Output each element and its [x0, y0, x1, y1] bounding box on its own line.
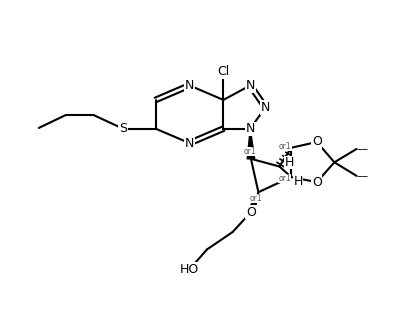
Text: N: N — [185, 79, 194, 92]
Text: or1: or1 — [279, 142, 292, 151]
Text: —: — — [357, 171, 368, 181]
Text: O: O — [312, 136, 322, 148]
Text: S: S — [119, 122, 127, 135]
Text: N: N — [246, 79, 255, 92]
Text: —: — — [357, 144, 368, 154]
Text: N: N — [261, 101, 270, 114]
Text: Cl: Cl — [217, 66, 230, 78]
Text: or1: or1 — [278, 174, 291, 184]
Text: O: O — [246, 206, 256, 218]
Polygon shape — [248, 192, 258, 214]
Text: HO: HO — [180, 263, 199, 276]
Text: or1: or1 — [249, 194, 262, 203]
Text: H: H — [294, 175, 303, 188]
Text: H: H — [284, 156, 294, 169]
Text: or1: or1 — [244, 147, 256, 156]
Text: N: N — [185, 137, 194, 150]
Text: N: N — [246, 122, 255, 135]
Polygon shape — [247, 129, 255, 159]
Text: O: O — [312, 176, 322, 189]
